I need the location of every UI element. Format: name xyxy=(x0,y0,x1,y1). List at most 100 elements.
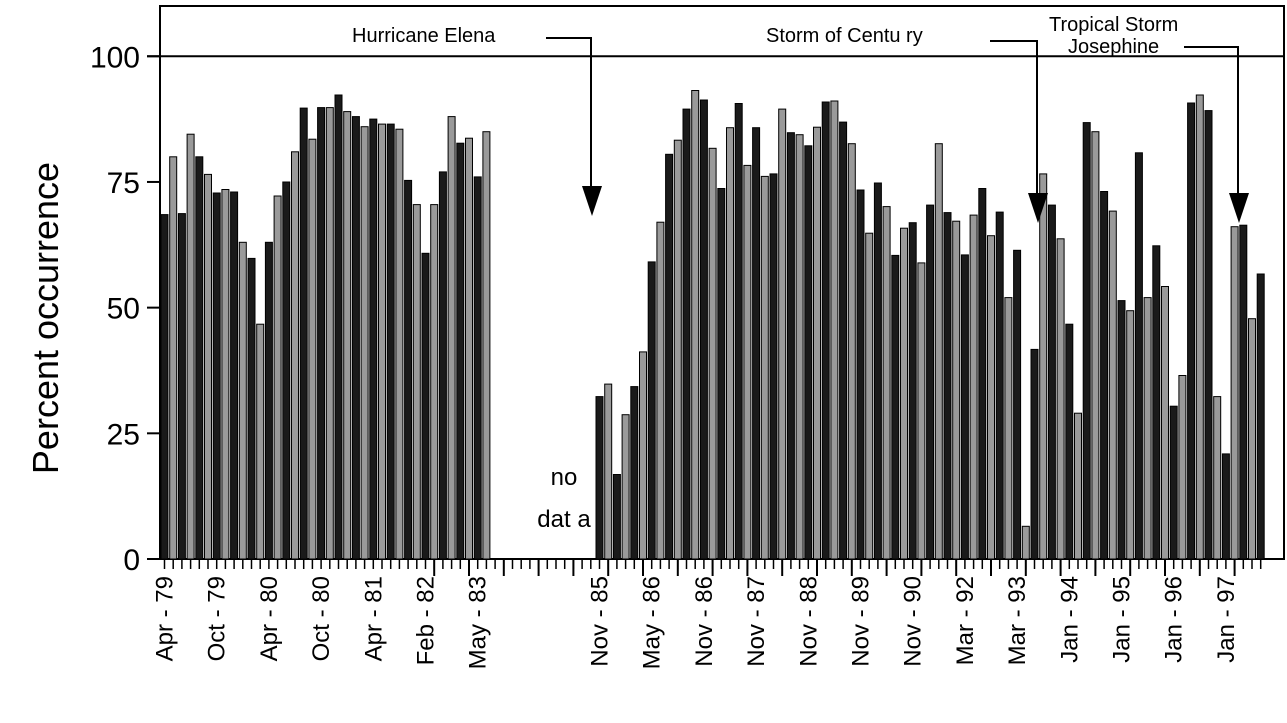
bar-30 xyxy=(421,252,430,560)
bar-63 xyxy=(708,147,717,560)
annotation-tropical-storm-line-1: Tropical Storm xyxy=(1049,14,1178,36)
bar-81 xyxy=(865,232,874,560)
bar-62 xyxy=(699,99,708,560)
bar-80 xyxy=(856,189,865,560)
bar-33 xyxy=(447,116,456,560)
x-axis: Apr - 79 Oct - 79 Apr - 80 Oct - 80 Apr - 81… xyxy=(152,559,1262,669)
x-tick-label: Nov - 87 xyxy=(743,576,770,667)
bar-65 xyxy=(726,127,734,560)
x-tick-label: Oct - 79 xyxy=(204,576,231,661)
annotation-storm-of-century: Storm of Centu ry xyxy=(766,25,923,47)
bar-105 xyxy=(1074,412,1082,560)
x-tick-label: Nov - 86 xyxy=(691,576,718,667)
bar-117 xyxy=(1178,375,1187,560)
bar-124 xyxy=(1239,224,1248,560)
bar-31 xyxy=(430,204,439,560)
annotation-tropical-storm-arrowhead xyxy=(1229,193,1249,223)
bar-79 xyxy=(847,143,856,560)
bar-3 xyxy=(186,133,195,560)
bar-119 xyxy=(1195,94,1204,560)
bar-113 xyxy=(1143,297,1152,560)
x-tick-label: May - 86 xyxy=(639,576,666,669)
bar-110 xyxy=(1117,300,1126,560)
x-tick-label: Jan - 95 xyxy=(1109,576,1136,663)
bar-85 xyxy=(900,227,908,560)
bar-111 xyxy=(1126,310,1135,560)
bar-0 xyxy=(160,214,169,560)
bar-68 xyxy=(752,127,761,560)
bar-74 xyxy=(804,145,813,560)
bar-12 xyxy=(264,241,273,560)
bar-7 xyxy=(221,189,230,560)
bar-25 xyxy=(378,123,386,560)
y-tick-label-50: 50 xyxy=(107,293,140,326)
bar-51 xyxy=(604,383,613,560)
bar-120 xyxy=(1204,110,1213,560)
bar-22 xyxy=(351,116,360,560)
no-data-line-2: dat a xyxy=(537,506,591,533)
bar-37 xyxy=(482,131,491,560)
bar-109 xyxy=(1108,210,1117,560)
bar-89 xyxy=(934,143,943,560)
bar-17 xyxy=(308,138,317,560)
bar-114 xyxy=(1152,245,1161,560)
bar-20 xyxy=(334,94,343,560)
bar-14 xyxy=(282,181,291,560)
bar-125 xyxy=(1248,318,1256,560)
bar-106 xyxy=(1082,122,1091,560)
bar-29 xyxy=(412,204,421,560)
bar-103 xyxy=(1056,238,1065,560)
bar-2 xyxy=(177,213,186,560)
bar-60 xyxy=(682,108,691,560)
bar-99 xyxy=(1021,525,1030,560)
bar-27 xyxy=(395,128,404,560)
bar-92 xyxy=(960,254,969,560)
bar-15 xyxy=(291,151,299,560)
bar-102 xyxy=(1047,204,1056,560)
bar-93 xyxy=(969,214,978,560)
bar-64 xyxy=(717,188,726,560)
bar-108 xyxy=(1100,191,1109,560)
x-tick-label: Jan - 96 xyxy=(1161,576,1188,663)
bar-9 xyxy=(238,241,247,560)
x-tick-label: Oct - 80 xyxy=(308,576,335,661)
annotation-storm-of-century-arrowhead xyxy=(1028,193,1048,223)
no-data-line-1: no xyxy=(551,464,578,491)
y-tick-label-25: 25 xyxy=(107,418,140,451)
x-tick-label: Apr - 81 xyxy=(360,576,387,661)
bar-58 xyxy=(665,153,674,560)
x-tick-label: Jan - 94 xyxy=(1056,576,1083,663)
x-tick-label: Mar - 93 xyxy=(1004,576,1031,665)
bar-6 xyxy=(212,192,221,560)
bar-96 xyxy=(995,211,1004,560)
annotation-hurricane-elena: Hurricane Elena xyxy=(352,25,496,47)
bar-118 xyxy=(1187,102,1196,560)
bar-94 xyxy=(978,188,987,560)
bar-34 xyxy=(456,142,465,560)
bars xyxy=(160,90,1265,560)
bar-28 xyxy=(404,179,413,560)
y-tick-label-0: 0 xyxy=(123,544,140,577)
x-tick-label: Apr - 80 xyxy=(256,576,283,661)
bar-88 xyxy=(926,204,935,560)
bar-53 xyxy=(621,414,630,560)
bar-90 xyxy=(943,212,952,560)
bar-5 xyxy=(204,173,212,560)
bar-82 xyxy=(873,182,882,560)
bar-100 xyxy=(1030,348,1039,560)
bar-91 xyxy=(952,220,961,560)
bar-83 xyxy=(882,206,891,560)
bar-126 xyxy=(1256,273,1265,560)
bar-76 xyxy=(821,101,830,560)
bar-98 xyxy=(1013,249,1022,560)
bar-4 xyxy=(195,156,204,560)
annotation-hurricane-elena-arrowhead xyxy=(582,186,602,216)
bar-35 xyxy=(465,137,473,560)
annotation-hurricane-elena-arrow xyxy=(546,37,592,188)
bar-73 xyxy=(795,134,804,560)
annotation-storm-of-century-arrow xyxy=(990,40,1038,195)
bar-13 xyxy=(273,195,282,560)
annotation-tropical-storm-line-2: Josephine xyxy=(1068,36,1159,58)
bar-52 xyxy=(612,474,621,560)
